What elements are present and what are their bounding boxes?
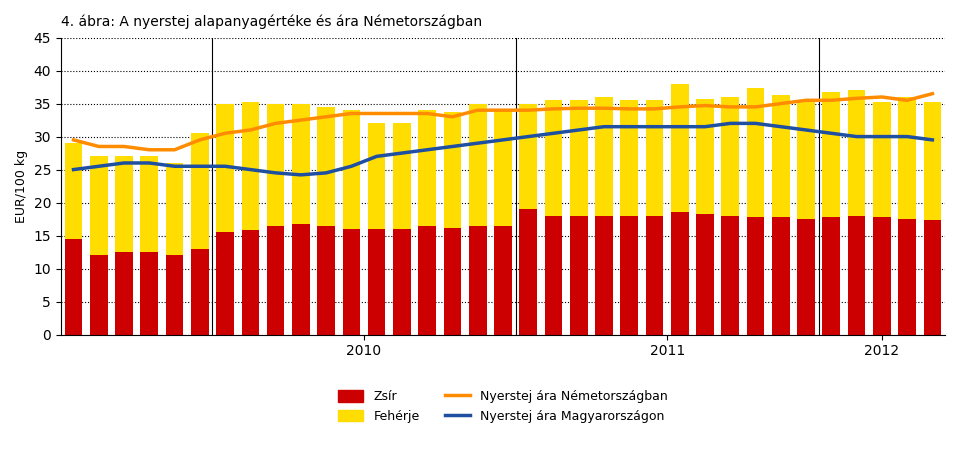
Bar [797, 100, 815, 219]
Text: 4. ábra: A nyerstej alapanyagértéke és ára Németországban: 4. ábra: A nyerstej alapanyagértéke és á… [60, 15, 482, 30]
Bar [519, 209, 537, 334]
Bar [444, 112, 461, 228]
Bar [140, 157, 158, 252]
Bar [722, 97, 739, 216]
Bar [747, 217, 764, 334]
Bar [267, 225, 284, 334]
Bar [570, 216, 588, 334]
Legend: Zsír, Fehérje, Nyerstej ára Németországban, Nyerstej ára Magyarországon: Zsír, Fehérje, Nyerstej ára Németországb… [333, 385, 672, 428]
Bar [216, 232, 234, 334]
Bar [166, 255, 183, 334]
Bar [90, 157, 108, 255]
Bar [544, 216, 563, 334]
Bar [393, 229, 411, 334]
Bar [671, 84, 688, 212]
Bar [646, 216, 663, 334]
Bar [242, 102, 259, 230]
Bar [166, 163, 183, 255]
Bar [722, 216, 739, 334]
Bar [696, 99, 714, 215]
Bar [620, 100, 638, 216]
Bar [115, 157, 132, 252]
Bar [191, 133, 208, 249]
Bar [318, 107, 335, 225]
Bar [696, 215, 714, 334]
Bar [191, 249, 208, 334]
Bar [747, 88, 764, 217]
Bar [343, 110, 360, 229]
Bar [570, 100, 588, 216]
Bar [873, 102, 891, 217]
Bar [544, 100, 563, 216]
Bar [924, 102, 941, 220]
Bar [772, 217, 790, 334]
Bar [419, 110, 436, 225]
Bar [90, 255, 108, 334]
Bar [848, 90, 865, 216]
Bar [318, 225, 335, 334]
Bar [115, 252, 132, 334]
Bar [494, 225, 512, 334]
Bar [140, 252, 158, 334]
Bar [468, 225, 487, 334]
Bar [823, 217, 840, 334]
Bar [494, 110, 512, 225]
Bar [620, 216, 638, 334]
Bar [519, 104, 537, 209]
Bar [873, 217, 891, 334]
Bar [848, 216, 865, 334]
Bar [646, 100, 663, 216]
Y-axis label: EUR/100 kg: EUR/100 kg [15, 149, 28, 223]
Bar [924, 220, 941, 334]
Bar [772, 95, 790, 217]
Bar [899, 219, 916, 334]
Bar [595, 216, 612, 334]
Bar [468, 104, 487, 225]
Bar [823, 92, 840, 217]
Bar [368, 229, 386, 334]
Bar [444, 228, 461, 334]
Bar [292, 104, 310, 224]
Bar [64, 143, 83, 239]
Bar [292, 224, 310, 334]
Bar [419, 225, 436, 334]
Bar [797, 219, 815, 334]
Bar [368, 123, 386, 229]
Bar [216, 104, 234, 232]
Bar [393, 123, 411, 229]
Bar [64, 239, 83, 334]
Bar [595, 97, 612, 216]
Bar [242, 230, 259, 334]
Bar [899, 97, 916, 219]
Bar [343, 229, 360, 334]
Bar [671, 212, 688, 334]
Bar [267, 104, 284, 225]
